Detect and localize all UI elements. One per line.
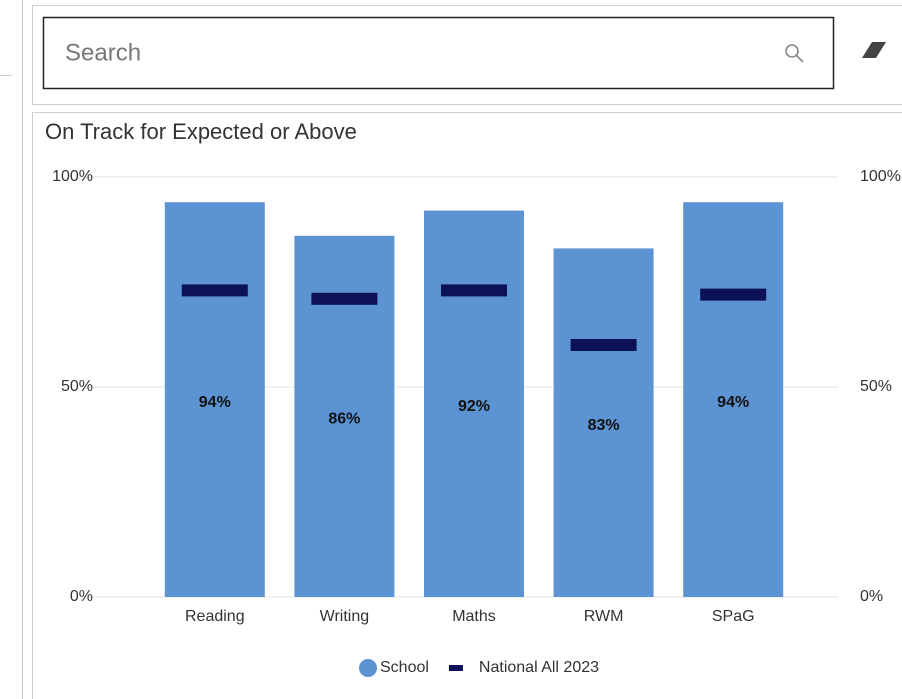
x-tick-label: RWM — [584, 608, 624, 625]
search-input[interactable] — [42, 16, 835, 90]
x-tick-label: Writing — [320, 608, 370, 625]
legend-label: School — [380, 659, 429, 676]
search-placeholder: Search — [65, 39, 141, 66]
y-tick-label: 0% — [70, 588, 93, 605]
x-tick-label: Maths — [452, 608, 496, 625]
bar — [424, 210, 524, 597]
bar — [553, 248, 654, 597]
national-marker — [311, 292, 378, 305]
national-marker — [700, 288, 767, 301]
legend-swatch — [448, 665, 463, 671]
legend-label: National All 2023 — [479, 659, 599, 676]
national-marker — [441, 284, 507, 297]
y2-tick-label: 0% — [860, 588, 883, 605]
bar — [164, 202, 265, 597]
y-tick-label: 50% — [61, 378, 93, 395]
bar — [683, 202, 784, 597]
data-label: 83% — [588, 417, 620, 434]
national-marker — [181, 284, 248, 297]
data-label: 94% — [717, 394, 749, 411]
data-label: 94% — [199, 394, 231, 411]
legend-swatch — [359, 659, 377, 677]
national-marker — [570, 339, 637, 351]
data-label: 86% — [328, 411, 360, 428]
chart-panel — [32, 112, 902, 699]
search-panel — [32, 5, 902, 105]
chart-title: On Track for Expected or Above — [45, 119, 357, 144]
data-label: 92% — [458, 398, 490, 415]
eraser-icon[interactable] — [862, 42, 886, 58]
y2-tick-label: 50% — [860, 378, 892, 395]
x-tick-label: Reading — [185, 608, 245, 625]
search-icon[interactable] — [785, 44, 804, 63]
x-tick-label: SPaG — [712, 608, 755, 625]
y2-tick-label: 100% — [860, 168, 901, 185]
y-tick-label: 100% — [52, 168, 93, 185]
